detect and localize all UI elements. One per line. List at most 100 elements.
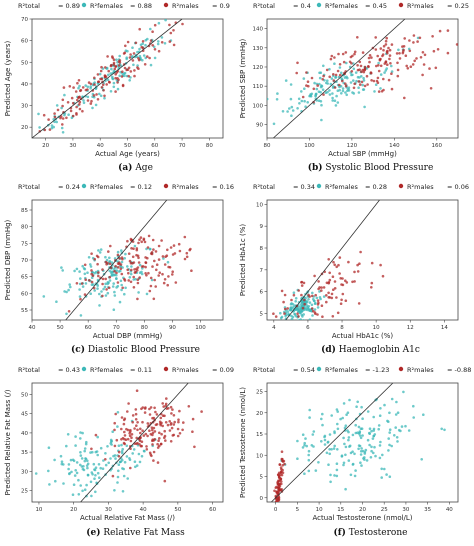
point-males [178,432,182,435]
y-tick-label: 75 [21,241,28,247]
point-females [108,256,111,260]
x-axis-label: Actual HbA1c (%) [332,332,394,340]
point-females [150,278,154,282]
point-males [321,78,325,81]
point-males [153,430,157,433]
point-females [94,490,97,494]
point-males [363,68,367,71]
point-males [276,480,280,484]
point-males [134,408,138,411]
point-males [78,107,82,111]
point-males [138,276,141,279]
point-females [98,72,102,76]
point-males [83,263,87,267]
point-males [375,64,378,68]
point-females [149,27,152,31]
point-males [113,428,116,432]
point-females [132,448,136,451]
point-males [163,434,167,438]
panel-caption: (d) Haemoglobin A1c [321,344,420,355]
point-males [112,61,116,65]
point-males [379,263,382,267]
point-males [133,427,136,430]
point-females [357,444,361,447]
point-males [61,104,64,108]
point-males [53,112,56,115]
point-males [165,397,168,400]
point-males [77,79,81,82]
point-females [160,36,164,39]
point-males [327,281,331,285]
point-females [98,92,101,96]
point-females [328,448,331,451]
point-males [137,256,140,260]
point-females [317,90,321,93]
point-males [131,420,134,424]
point-males [53,115,57,119]
point-males [70,96,74,100]
legend-label: R²total [18,366,40,374]
point-females [340,454,344,458]
point-females [163,42,167,45]
point-males [337,52,340,56]
point-males [281,464,285,467]
point-females [89,263,92,266]
legend-label: R²total [253,366,275,374]
point-males [86,88,89,91]
point-males [84,278,87,282]
point-females [350,73,353,77]
point-males [377,69,381,73]
identity-line [65,200,168,320]
point-females [354,469,357,472]
legend-label: R²males [407,2,434,10]
point-males [261,301,264,304]
point-females [267,97,269,101]
point-females [115,269,119,272]
point-females [164,19,167,22]
point-females [276,92,279,95]
point-females [312,445,315,448]
point-females [341,89,345,93]
x-tick-label: 60 [85,325,92,331]
point-females [360,75,363,78]
point-males [109,244,112,248]
point-females [357,91,361,94]
point-males [120,75,124,78]
x-tick-label: 60 [209,507,216,513]
point-males [185,251,189,255]
point-females [326,79,329,82]
point-males [170,412,173,415]
point-females [113,290,116,294]
point-females [335,468,339,472]
point-females [89,292,92,296]
point-males [127,74,130,78]
y-axis-label: Predicted Age (years) [4,40,12,116]
legend-marker-females [316,183,322,189]
x-tick-label: 35 [424,507,431,513]
point-females [126,477,129,480]
point-females [140,270,143,274]
point-females [352,79,355,82]
point-males [133,271,137,274]
point-females [333,99,337,102]
point-males [423,53,427,57]
point-females [321,412,324,416]
legend-value-number: 0.88 [138,2,152,10]
point-males [360,80,364,84]
point-males [344,299,348,303]
point-females [149,63,153,67]
point-females [259,115,262,118]
point-females [349,473,353,477]
point-males [328,75,332,79]
point-males [114,259,117,262]
legend-value-number: 0.06 [455,183,469,191]
point-females [329,82,333,86]
point-males [320,286,323,289]
point-males [173,420,176,424]
point-females [144,38,148,42]
point-males [104,458,107,461]
y-tick-label: 65 [21,275,28,281]
point-males [359,64,363,68]
point-females [385,473,388,476]
point-males [428,67,431,70]
